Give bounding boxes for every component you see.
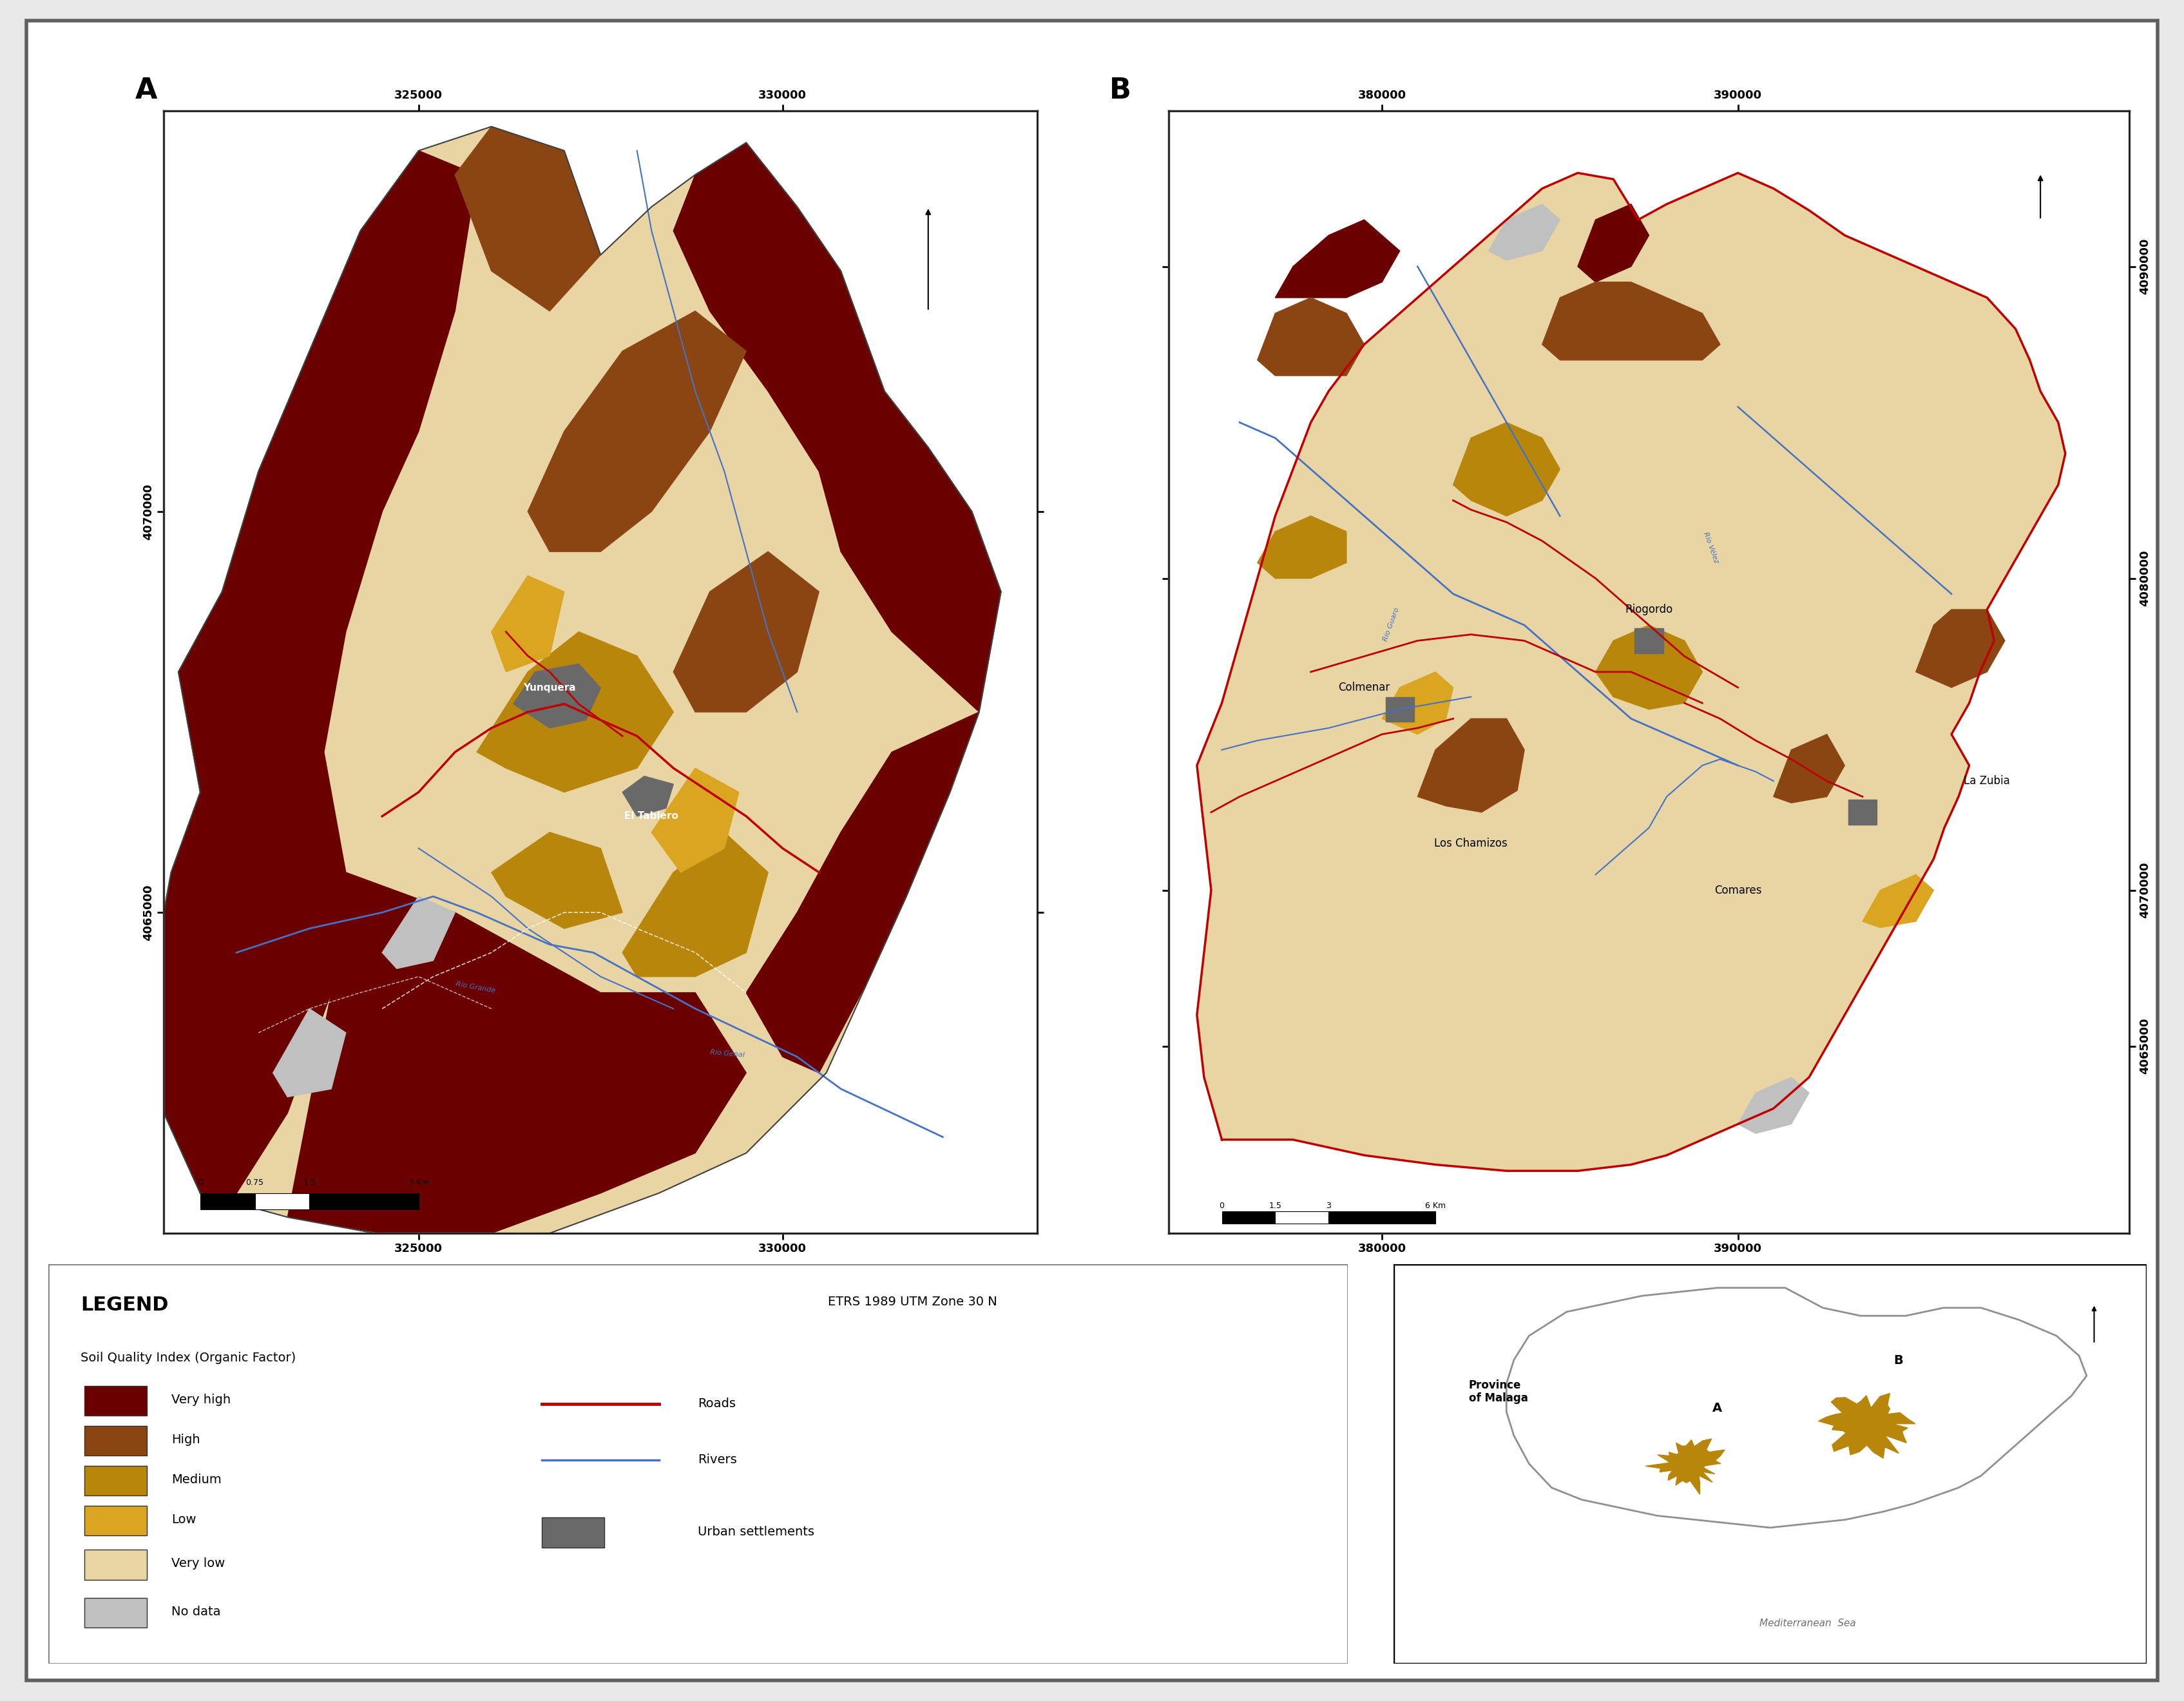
Text: ETRS 1989 UTM Zone 30 N: ETRS 1989 UTM Zone 30 N xyxy=(828,1296,998,1308)
Polygon shape xyxy=(1382,672,1452,735)
Text: El Tablero: El Tablero xyxy=(625,811,679,822)
Text: Río Vélez: Río Vélez xyxy=(1701,531,1719,565)
Polygon shape xyxy=(1645,1439,1725,1495)
Polygon shape xyxy=(491,832,622,929)
Polygon shape xyxy=(622,832,769,976)
Text: Río Grande: Río Grande xyxy=(454,981,496,993)
Polygon shape xyxy=(382,896,454,968)
Text: B: B xyxy=(1109,77,1131,104)
Text: La Zubia: La Zubia xyxy=(1963,776,2009,788)
Text: Mediterranean  Sea: Mediterranean Sea xyxy=(1760,1619,1856,1628)
Polygon shape xyxy=(1542,282,1721,361)
Bar xyxy=(542,1517,605,1548)
Text: 3 Km: 3 Km xyxy=(408,1179,428,1187)
Polygon shape xyxy=(673,143,1000,713)
Polygon shape xyxy=(1258,298,1365,376)
Polygon shape xyxy=(747,713,978,1073)
Text: A: A xyxy=(135,77,157,104)
Polygon shape xyxy=(622,776,673,816)
Polygon shape xyxy=(476,631,673,793)
Bar xyxy=(85,1550,146,1580)
Text: Rivers: Rivers xyxy=(699,1454,736,1466)
Text: 0: 0 xyxy=(1219,1203,1225,1209)
Polygon shape xyxy=(1328,1211,1435,1223)
Polygon shape xyxy=(454,126,601,311)
Text: Urban settlements: Urban settlements xyxy=(699,1526,815,1538)
Text: Low: Low xyxy=(173,1514,197,1526)
Text: Very high: Very high xyxy=(173,1393,232,1405)
Polygon shape xyxy=(1258,515,1345,578)
Polygon shape xyxy=(256,1192,310,1209)
Text: Province
of Malaga: Province of Malaga xyxy=(1468,1380,1529,1405)
Bar xyxy=(85,1466,146,1495)
Polygon shape xyxy=(1452,422,1559,515)
Polygon shape xyxy=(1863,874,1933,927)
Polygon shape xyxy=(651,769,738,873)
Text: 0.75: 0.75 xyxy=(247,1179,264,1187)
Polygon shape xyxy=(310,1192,419,1209)
Polygon shape xyxy=(1819,1393,1915,1458)
Polygon shape xyxy=(1634,628,1664,653)
Text: Very low: Very low xyxy=(173,1558,225,1570)
Text: 3: 3 xyxy=(1326,1203,1330,1209)
Text: A: A xyxy=(1712,1402,1723,1414)
Bar xyxy=(85,1505,146,1536)
Polygon shape xyxy=(1507,1288,2086,1527)
Bar xyxy=(85,1597,146,1628)
Polygon shape xyxy=(673,551,819,713)
Polygon shape xyxy=(288,873,747,1233)
Text: Río Guaro: Río Guaro xyxy=(1382,607,1400,641)
Polygon shape xyxy=(149,151,476,1192)
Polygon shape xyxy=(1597,624,1701,709)
Text: Roads: Roads xyxy=(699,1398,736,1410)
Text: 0: 0 xyxy=(197,1179,203,1187)
Text: Riogordo: Riogordo xyxy=(1625,604,1673,616)
Text: Yunquera: Yunquera xyxy=(524,684,577,692)
Polygon shape xyxy=(1221,1211,1275,1223)
Text: Colmenar: Colmenar xyxy=(1339,682,1389,694)
Polygon shape xyxy=(1738,1077,1808,1133)
Polygon shape xyxy=(1275,1211,1328,1223)
Polygon shape xyxy=(1275,219,1400,298)
Text: Medium: Medium xyxy=(173,1473,221,1485)
Polygon shape xyxy=(1915,609,2005,687)
Text: 1.5: 1.5 xyxy=(304,1179,317,1187)
Bar xyxy=(85,1386,146,1415)
Text: 1.5: 1.5 xyxy=(1269,1203,1282,1209)
Polygon shape xyxy=(1848,799,1876,825)
Text: Soil Quality Index (Organic Factor): Soil Quality Index (Organic Factor) xyxy=(81,1352,295,1364)
Polygon shape xyxy=(1197,174,2066,1170)
Polygon shape xyxy=(1773,735,1845,803)
Polygon shape xyxy=(273,1009,345,1097)
Text: B: B xyxy=(1894,1354,1902,1366)
Text: Río Genal: Río Genal xyxy=(710,1048,745,1058)
Text: No data: No data xyxy=(173,1606,221,1618)
Text: Los Chamizos: Los Chamizos xyxy=(1435,837,1507,849)
Polygon shape xyxy=(1385,697,1413,721)
Bar xyxy=(85,1425,146,1456)
Polygon shape xyxy=(201,1192,256,1209)
Text: High: High xyxy=(173,1434,201,1446)
Polygon shape xyxy=(1417,718,1524,811)
Polygon shape xyxy=(491,575,563,672)
Polygon shape xyxy=(513,663,601,728)
Polygon shape xyxy=(529,311,747,551)
Polygon shape xyxy=(149,126,1000,1242)
Polygon shape xyxy=(1489,204,1559,260)
Polygon shape xyxy=(1577,204,1649,282)
Text: LEGEND: LEGEND xyxy=(81,1296,168,1315)
Text: Comares: Comares xyxy=(1714,885,1762,896)
Text: 6 Km: 6 Km xyxy=(1424,1203,1446,1209)
